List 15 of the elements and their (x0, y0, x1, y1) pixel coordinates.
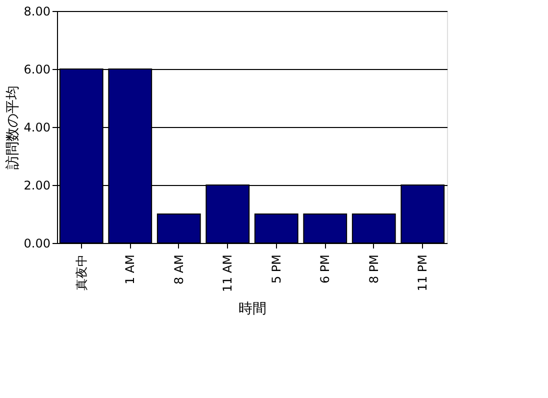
y-tick-label: 2.00 (24, 178, 50, 192)
x-axis-title: 時間 (238, 301, 266, 318)
x-tick-label: 8 PM (366, 254, 381, 284)
x-tick-label: 1 AM (123, 254, 138, 285)
x-tick-label: 11 AM (220, 254, 235, 292)
x-tick-label: 5 PM (269, 254, 284, 284)
y-axis-title: 訪問数の平均 (4, 86, 21, 170)
x-tick-label: 真夜中 (74, 254, 88, 290)
x-tick-label: 11 PM (416, 254, 430, 292)
y-tick-label: 6.00 (24, 62, 50, 76)
y-tick-label: 8.00 (24, 4, 50, 18)
y-tick-label: 0.00 (24, 236, 50, 250)
y-tick-label: 4.00 (24, 120, 50, 134)
x-tick-label: 8 AM (172, 254, 186, 285)
x-tick-label: 6 PM (318, 254, 332, 284)
